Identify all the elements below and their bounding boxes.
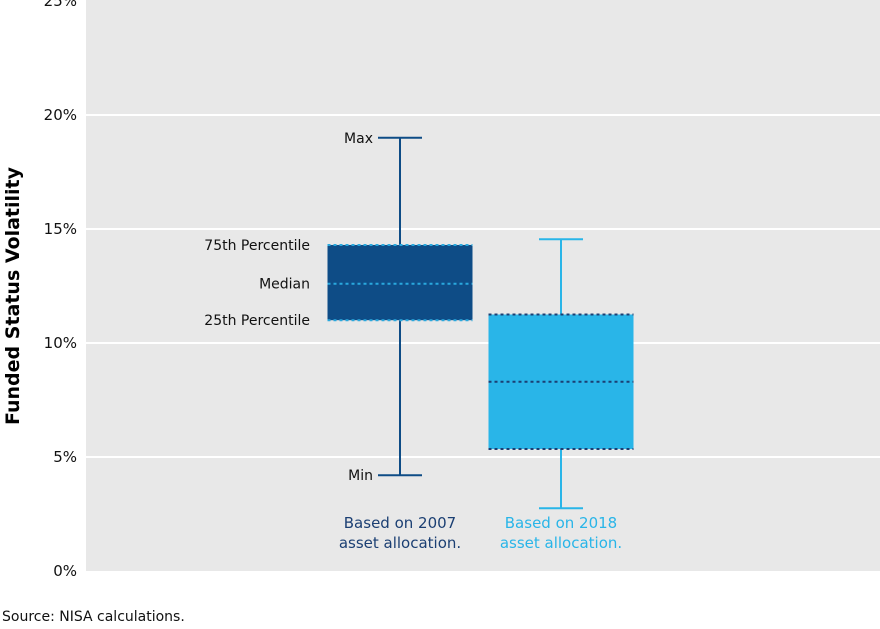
category-labels: Based on 2007 asset allocation.Based on 2…	[339, 514, 622, 552]
box-1	[327, 136, 473, 477]
annotations: Max 75th Percentile Median 25th Percentile M…	[204, 131, 373, 484]
annotation-min: Min	[348, 468, 373, 484]
plot-area	[86, 0, 880, 571]
y-axis-ticks: 0% 5% 10% 15% 20% 25%	[44, 0, 77, 580]
annotation-max: Max	[344, 131, 373, 147]
category-label-line: asset allocation.	[339, 534, 461, 552]
annotation-median: Median	[259, 277, 310, 293]
y-tick-label: 10%	[44, 334, 77, 352]
boxes	[327, 136, 634, 510]
annotation-75th: 75th Percentile	[204, 238, 310, 254]
category-label-2: Based on 2018 asset allocation.	[500, 514, 622, 552]
source-note: Source: NISA calculations.	[2, 609, 185, 625]
y-tick-label: 15%	[44, 220, 77, 238]
y-tick-label: 25%	[44, 0, 77, 10]
category-label-line: Based on 2007	[344, 514, 456, 532]
y-tick-label: 20%	[44, 106, 77, 124]
annotation-25th: 25th Percentile	[204, 313, 310, 329]
category-label-line: Based on 2018	[505, 514, 617, 532]
category-label-line: asset allocation.	[500, 534, 622, 552]
box-2	[488, 238, 634, 510]
iqr-box	[327, 244, 473, 321]
category-label-1: Based on 2007 asset allocation.	[339, 514, 461, 552]
y-tick-label: 0%	[53, 562, 77, 580]
y-axis-label: Funded Status Volatility	[2, 166, 24, 425]
grid-lines	[86, 114, 880, 458]
y-tick-label: 5%	[53, 448, 77, 466]
